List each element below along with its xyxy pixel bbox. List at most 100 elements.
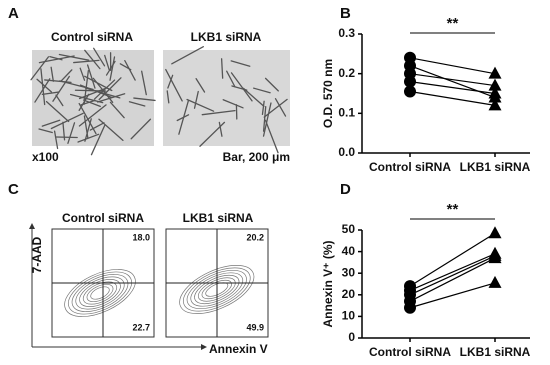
point [488,98,502,111]
quadrant-value: 49.9 [246,322,264,332]
point [404,301,416,314]
pair-line [409,57,496,75]
image-label: Control siRNA [51,30,133,44]
y-tick-label: 30 [342,265,356,279]
cell [195,77,206,93]
cell [78,102,97,135]
cell [86,64,96,89]
image-label: LKB1 siRNA [191,30,262,44]
pair-line [409,90,496,106]
significance: ** [447,15,459,32]
contour [90,286,110,300]
y-tick-label: 10 [342,309,356,323]
point [488,78,502,91]
significance: ** [447,201,459,218]
cell [178,99,190,135]
cell [79,67,86,81]
cell [141,70,147,96]
cell [58,53,90,61]
point [404,85,416,98]
cell [40,68,46,106]
cell [84,49,101,70]
contour [197,277,236,302]
cell [264,119,279,154]
cell [226,70,236,88]
contour [194,274,240,305]
y-tick-label: 0 [348,330,355,344]
cell [80,99,96,106]
y-axis-label: Annexin V⁺ (%) [321,240,335,327]
scale-bar-label: Bar, 200 μm [223,150,290,164]
cell [262,102,272,137]
pair-line [409,255,496,296]
cell [220,58,224,79]
point [488,86,502,99]
cell [104,54,110,71]
cells [30,46,288,156]
pair-line [409,232,496,287]
pair-line [409,81,496,95]
cell [49,55,63,61]
contour [186,269,247,310]
contour [71,274,129,312]
quadrant-value: 18.0 [132,232,150,242]
cell [261,100,265,116]
cell [166,90,170,104]
y-tick-label: 0.3 [338,26,355,40]
panel-letter: A [8,5,19,22]
cell [34,78,51,103]
cell [105,60,116,76]
panel-letter: B [340,5,351,22]
cell [60,69,73,82]
panel-letter: C [8,181,19,198]
cell [41,91,60,96]
point [488,275,502,288]
pair-line [409,282,496,309]
pair-line [409,65,496,99]
cell [128,101,146,107]
point [488,251,502,264]
cell [67,122,76,144]
cell [78,104,107,127]
contour [183,267,251,312]
magnification: x100 [32,150,59,164]
cell [193,90,199,109]
cell [218,121,223,137]
cell [79,84,113,99]
cell [93,47,106,67]
cell [222,99,244,109]
cell [52,75,70,102]
cell [230,60,251,67]
x-tick-label: Control siRNA [369,160,451,174]
y-tick-label: 20 [342,287,356,301]
cell [73,59,100,64]
axis-label: 7-AAD [30,236,44,273]
quadrant-value: 22.7 [132,322,150,332]
point [404,75,416,88]
contour [75,276,125,310]
contour [205,282,229,297]
plot-label: Control siRNA [62,211,144,225]
x-tick-label: LKB1 siRNA [460,160,531,174]
cell [242,87,265,107]
cell [36,78,52,93]
panel-letter: D [340,181,351,198]
cell [93,79,116,100]
axis-label: Annexin V [209,342,268,356]
micrograph [163,50,290,146]
y-tick-label: 0.1 [338,106,355,120]
pair-line [409,73,496,87]
contour [68,271,132,315]
pair-line [409,253,496,292]
contour [179,265,255,314]
cell [230,72,253,102]
plot-label: LKB1 siRNA [183,211,254,225]
cell [78,87,108,100]
cell [45,100,70,123]
cell [44,79,72,84]
cell [253,87,271,94]
quadrant-value: 20.2 [246,232,264,242]
point [488,66,502,79]
cell [38,128,53,134]
x-tick-label: Control siRNA [369,345,451,359]
